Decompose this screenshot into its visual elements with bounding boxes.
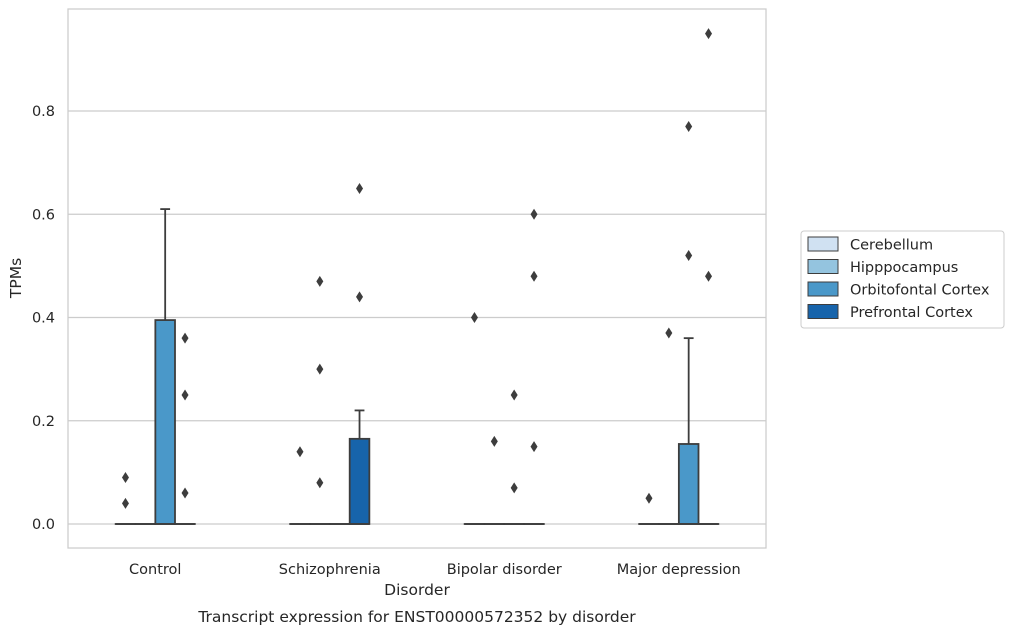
legend-swatch [808, 282, 838, 296]
legend-swatch [808, 305, 838, 319]
legend: Cerebellum Hipppocampus Orbitofontal Corte… [801, 231, 1004, 328]
x-tick-label: Schizophrenia [279, 562, 381, 578]
y-tick-labels: 0.0 0.2 0.4 0.6 0.8 [32, 104, 55, 533]
y-tick-label: 0.2 [32, 414, 55, 430]
chart-caption: Transcript expression for ENST0000057235… [197, 608, 636, 626]
legend-swatch [808, 237, 838, 251]
x-tick-label: Bipolar disorder [447, 562, 562, 578]
legend-swatch [808, 260, 838, 274]
legend-label: Orbitofontal Cortex [850, 283, 990, 299]
x-tick-label: Major depression [617, 562, 741, 578]
y-axis-label: TPMs [7, 258, 25, 299]
y-tick-label: 0.6 [32, 207, 55, 223]
y-tick-label: 0.4 [32, 311, 55, 327]
x-tick-labels: Control Schizophrenia Bipolar disorder Majo… [129, 562, 741, 578]
x-axis-label: Disorder [384, 581, 450, 599]
y-tick-label: 0.8 [32, 104, 55, 120]
box [155, 320, 175, 524]
legend-label: Hipppocampus [850, 260, 958, 276]
box [679, 444, 699, 524]
legend-label: Prefrontal Cortex [850, 305, 973, 321]
legend-label: Cerebellum [850, 238, 933, 254]
y-tick-label: 0.0 [32, 517, 55, 533]
x-tick-label: Control [129, 562, 181, 578]
box [350, 439, 370, 524]
